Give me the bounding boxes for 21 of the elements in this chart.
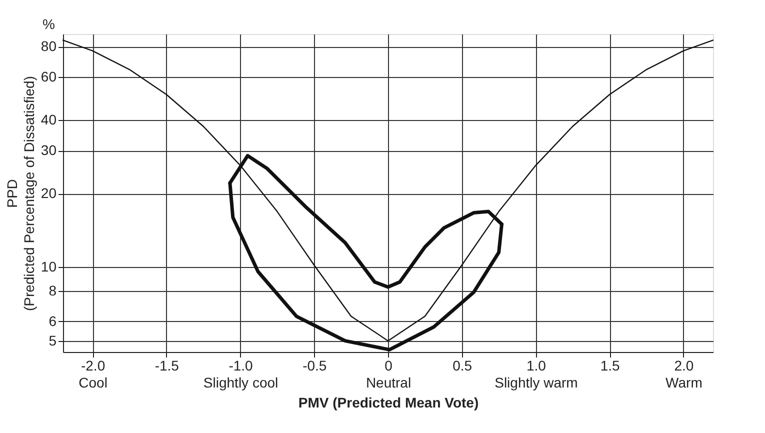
y-tick-label: 5 (48, 332, 57, 348)
x-tick-label: 1.0 Slightly warm (494, 358, 578, 390)
x-tick-label: 1.5 (600, 358, 620, 374)
x-tick-label: 2.0 Warm (666, 358, 702, 390)
y-axis-title: PPD (Predicted Percentage of Dissatisfied) (4, 76, 37, 311)
y-tick-label: 60 (40, 68, 57, 85)
y-tick-label: 40 (40, 112, 57, 128)
x-tick-label: -0.5 (302, 358, 327, 374)
text: % (42, 16, 55, 32)
x-tick-label: 0.5 (452, 358, 472, 374)
x-axis-title: PMV (Predicted Mean Vote) (298, 394, 479, 410)
y-tick-label: 30 (40, 142, 57, 158)
y-tick-label: 8 (48, 282, 57, 298)
y-tick-label: 6 (48, 312, 57, 329)
x-tick-label: 0 Neutral (366, 358, 412, 390)
x-tick-label: -2.0 Cool (78, 358, 108, 390)
y-tick-label: 80 (40, 38, 57, 54)
x-tick-label: -1.0 Slightly cool (203, 358, 278, 390)
y-tick-label: 10 (40, 258, 57, 275)
x-tick-label: -1.5 (154, 358, 180, 374)
y-tick-label: 20 (40, 185, 57, 202)
